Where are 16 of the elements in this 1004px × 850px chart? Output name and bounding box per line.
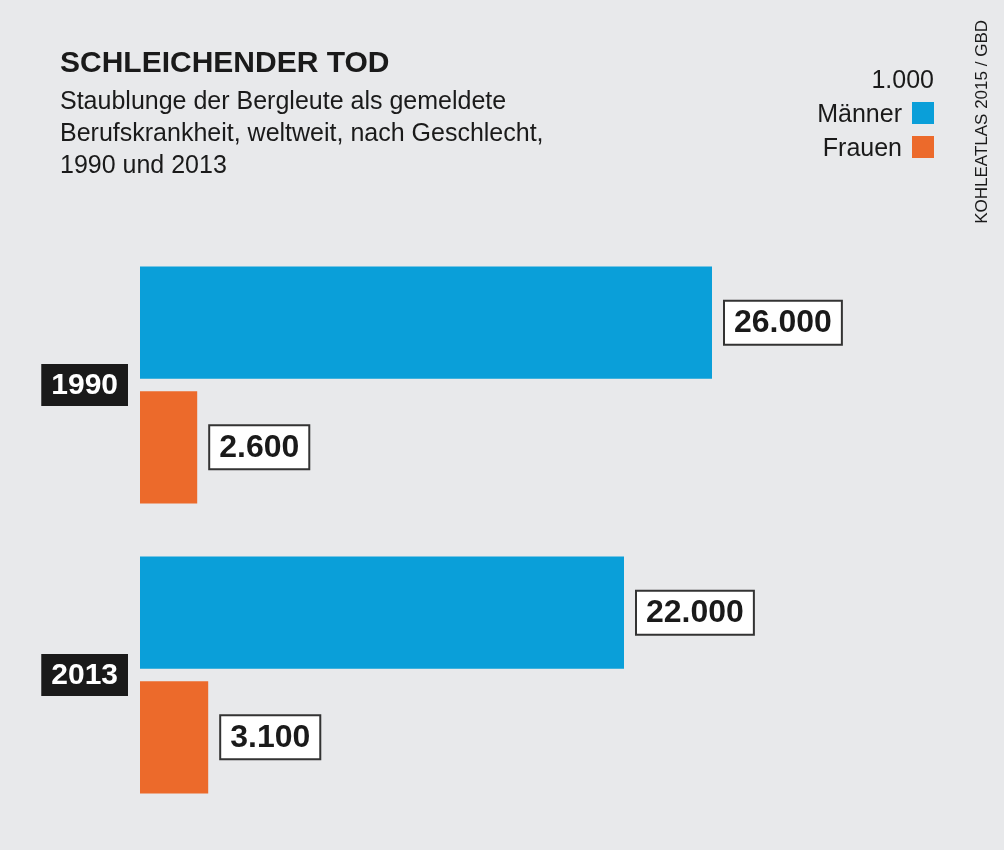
bar (140, 266, 712, 379)
data-label: 3.100 (230, 718, 311, 755)
y-tick-label: 1990 (51, 367, 119, 401)
y-tick-label: 2013 (51, 657, 119, 691)
chart-subtitle: Staublunge der Bergleute als gemeldete Berufskrankheit, weltweit, nach Geschlecht, 1990 und 2013 (60, 85, 545, 180)
legend-label: Frauen (822, 132, 902, 163)
bar (140, 391, 198, 504)
data-label: 26.000 (734, 303, 832, 340)
legend-label: Männer (817, 98, 902, 129)
data-label: 22.000 (646, 593, 744, 630)
bar (140, 681, 209, 794)
chart-title: SCHLEICHENDER TOD (60, 44, 391, 80)
bar (140, 556, 624, 669)
text: 1.000 (870, 64, 934, 95)
data-label: 2.600 (219, 428, 300, 465)
text: KOHLEATLAS 2015 / GBD (972, 20, 992, 224)
